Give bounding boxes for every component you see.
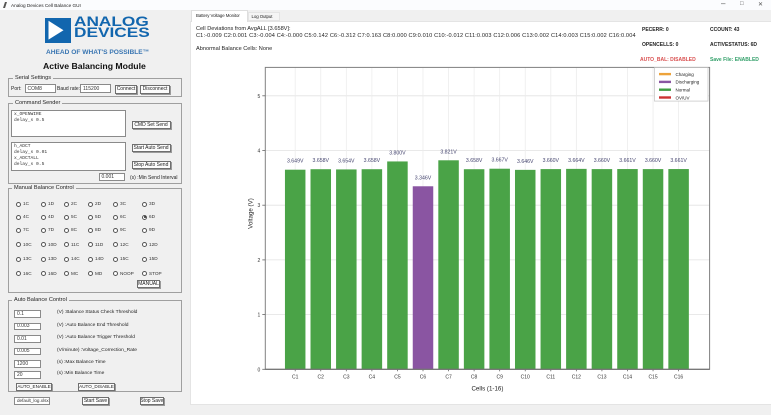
svg-text:3.658V: 3.658V	[466, 158, 483, 164]
svg-text:C4: C4	[369, 374, 376, 380]
svg-text:C3: C3	[343, 374, 350, 380]
svg-text:3.646V: 3.646V	[517, 159, 534, 165]
svg-text:C14: C14	[623, 374, 632, 380]
svg-text:3.658V: 3.658V	[313, 158, 330, 164]
svg-text:3.660V: 3.660V	[645, 158, 662, 164]
svg-text:Cells (1-16): Cells (1-16)	[471, 386, 503, 393]
svg-text:Charging: Charging	[676, 72, 695, 77]
svg-text:3.346V: 3.346V	[415, 175, 432, 181]
svg-text:3.664V: 3.664V	[568, 158, 585, 164]
svg-text:C15: C15	[648, 374, 657, 380]
svg-text:C2: C2	[318, 374, 325, 380]
svg-text:1: 1	[258, 313, 261, 319]
svg-text:2: 2	[258, 258, 261, 264]
svg-text:C11: C11	[546, 374, 555, 380]
svg-text:3.661V: 3.661V	[619, 158, 636, 164]
svg-text:3: 3	[258, 203, 261, 209]
svg-text:C6: C6	[420, 374, 427, 380]
svg-text:3.649V: 3.649V	[287, 159, 304, 165]
svg-text:C5: C5	[394, 374, 401, 380]
svg-text:3.654V: 3.654V	[338, 158, 355, 164]
svg-text:4: 4	[258, 149, 261, 155]
svg-text:C8: C8	[471, 374, 478, 380]
svg-text:OV/UV: OV/UV	[676, 95, 690, 100]
svg-text:3.660V: 3.660V	[594, 158, 611, 164]
svg-text:3.660V: 3.660V	[543, 158, 560, 164]
svg-text:C9: C9	[496, 374, 503, 380]
svg-text:3.661V: 3.661V	[670, 158, 687, 164]
svg-text:Normal: Normal	[676, 88, 691, 93]
svg-text:3.800V: 3.800V	[389, 150, 406, 156]
svg-text:C13: C13	[597, 374, 606, 380]
svg-text:3.821V: 3.821V	[440, 149, 457, 155]
svg-text:C10: C10	[521, 374, 530, 380]
svg-text:C16: C16	[674, 374, 683, 380]
svg-text:C12: C12	[572, 374, 581, 380]
svg-text:5: 5	[258, 94, 261, 100]
svg-text:3.658V: 3.658V	[364, 158, 381, 164]
svg-text:3.667V: 3.667V	[491, 158, 508, 164]
svg-text:Discharging: Discharging	[676, 80, 700, 85]
svg-text:C7: C7	[445, 374, 452, 380]
svg-text:0: 0	[258, 367, 261, 373]
svg-text:Voltage (V): Voltage (V)	[248, 198, 255, 229]
svg-text:C1: C1	[292, 374, 299, 380]
